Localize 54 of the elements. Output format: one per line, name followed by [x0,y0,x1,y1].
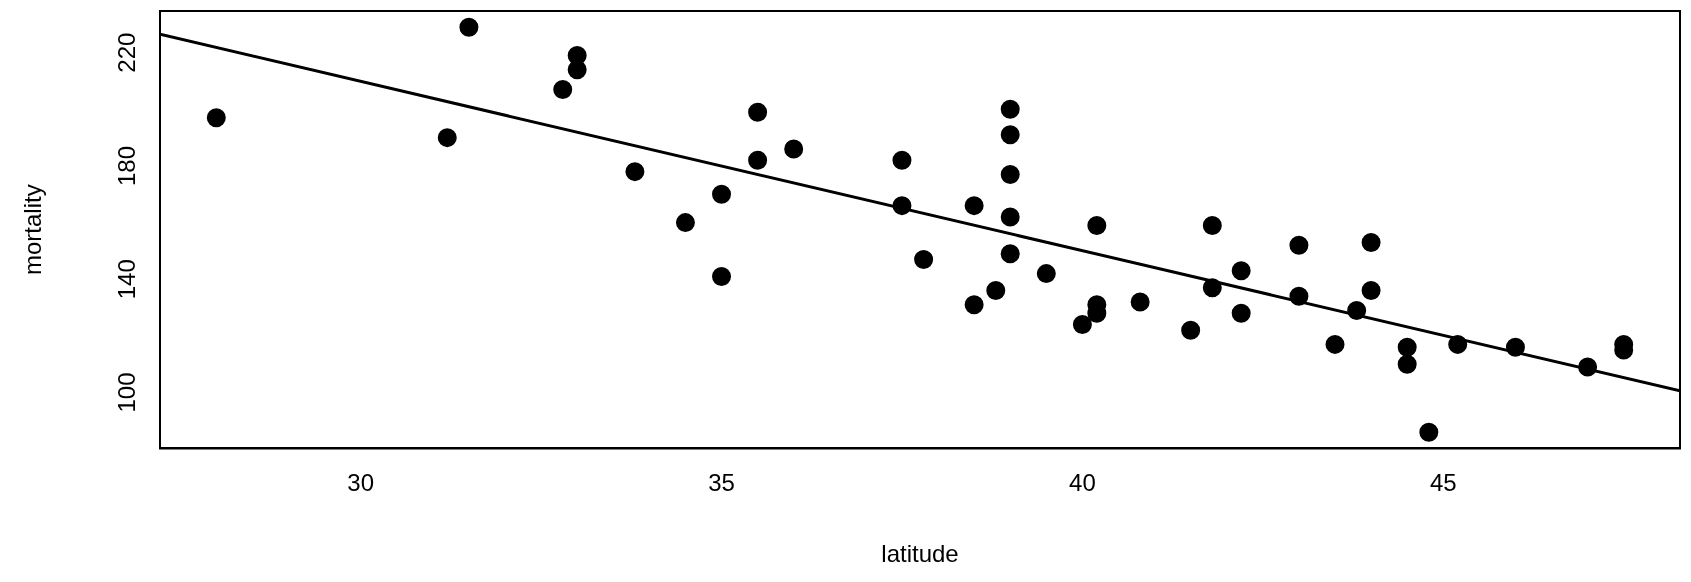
point [1397,354,1417,374]
point [964,295,984,315]
point [437,128,457,148]
point [712,266,732,286]
point [1000,164,1020,184]
point [748,102,768,122]
y-tick-label: 100 [112,372,140,413]
x-tick-label: 45 [1429,469,1457,497]
point [1000,244,1020,264]
point [459,17,479,37]
point [1231,303,1251,323]
point [1000,207,1020,227]
x-tick-label: 30 [347,469,374,497]
point [1361,232,1381,252]
y-tick-label: 220 [112,32,140,73]
point [986,281,1006,301]
y-axis-title: mortality [19,184,47,276]
point [1578,357,1598,377]
point [1397,337,1417,357]
point [1361,281,1381,301]
point [1202,215,1222,235]
x-tick-label: 35 [708,469,735,497]
point [964,196,984,216]
point [1231,261,1251,281]
y-tick-label: 140 [112,259,140,300]
point [1087,215,1107,235]
point [784,139,804,159]
point [1181,320,1201,340]
point [1505,337,1525,357]
point [892,196,912,216]
point [914,249,934,269]
point [1072,315,1092,335]
point [892,150,912,170]
point [1325,334,1345,354]
point [206,108,226,128]
point [1000,99,1020,119]
point [567,60,587,80]
x-axis-title: latitude [881,540,959,568]
point [1347,300,1367,320]
x-tick-label: 40 [1069,469,1096,497]
point [1130,292,1150,312]
point [748,150,768,170]
point [1289,286,1309,306]
point [675,213,695,233]
point [553,80,573,100]
y-tick-label: 180 [112,145,140,186]
point [1289,235,1309,255]
point [1202,278,1222,298]
point [1448,334,1468,354]
point [1036,264,1056,284]
point [1000,125,1020,145]
point [625,162,645,182]
point [1419,422,1439,442]
point [712,184,732,204]
